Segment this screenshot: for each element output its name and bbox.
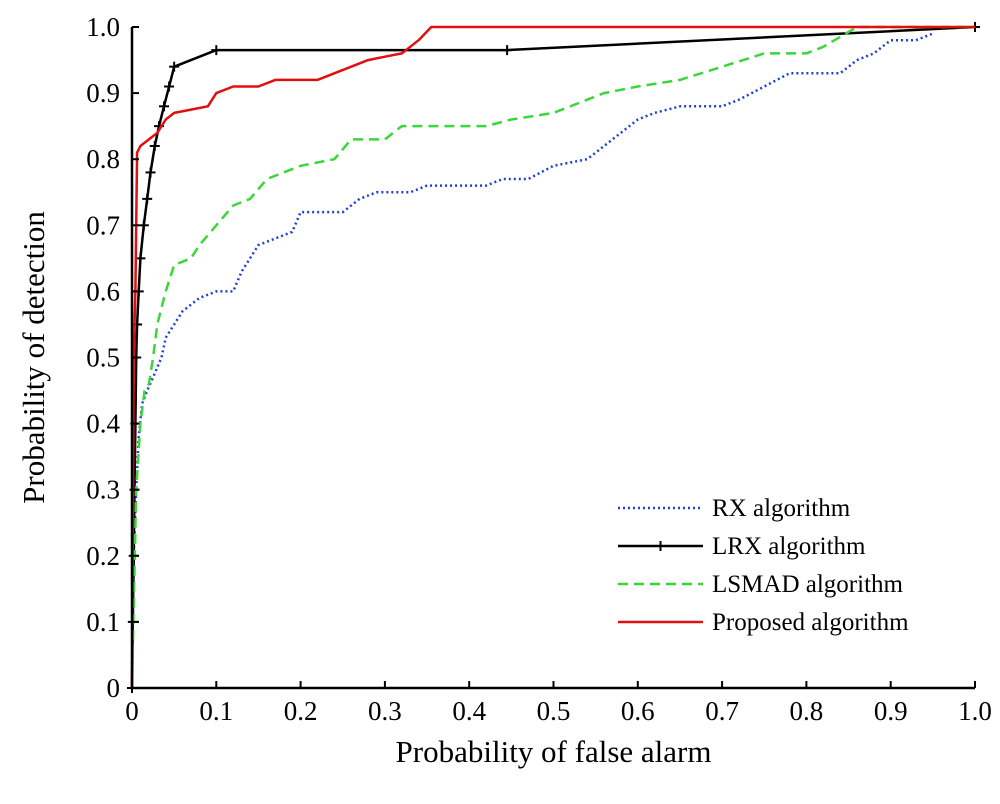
series-marker-1 xyxy=(135,253,146,264)
series-marker-1 xyxy=(164,81,175,92)
series-line-0 xyxy=(130,32,934,689)
y-tick-label: 1.0 xyxy=(86,12,120,42)
y-tick-label: 0.5 xyxy=(86,343,120,373)
series-marker-1 xyxy=(169,61,180,72)
series-marker-1 xyxy=(502,45,513,56)
axes xyxy=(130,26,976,690)
legend: RX algorithm LRX algorithm LSMAD algorithm… xyxy=(618,495,909,636)
x-tick-label: 0 xyxy=(125,696,139,726)
y-tick-label: 0.9 xyxy=(86,78,120,108)
y-tick-label: 0 xyxy=(107,673,121,703)
y-tick-label: 0.6 xyxy=(86,276,120,306)
x-tick-label: 0.7 xyxy=(705,696,739,726)
y-tick-label: 0.4 xyxy=(86,409,120,439)
series-line-2 xyxy=(130,25,975,689)
y-tick-label: 0.2 xyxy=(86,541,120,571)
y-tick-label: 0.8 xyxy=(86,144,120,174)
y-tick-label: 0.1 xyxy=(86,607,120,637)
series-marker-1 xyxy=(145,167,156,178)
tick-labels: 0 0.1 0.2 0.3 0.4 0.5 0.6 0.7 0.8 0.9 1.0 0 0.1 0.2 0.… xyxy=(86,12,992,726)
x-tick-label: 0.2 xyxy=(284,696,318,726)
series-line-3 xyxy=(130,25,975,689)
series-marker-1 xyxy=(149,140,160,151)
x-tick-label: 0.4 xyxy=(452,696,486,726)
x-tick-label: 0.9 xyxy=(874,696,908,726)
plot-area xyxy=(127,22,980,693)
y-axis-title: Probability of detection xyxy=(16,211,51,504)
series-marker-1 xyxy=(159,101,170,112)
series-marker-1 xyxy=(142,193,153,204)
x-tick-label: 0.3 xyxy=(368,696,402,726)
series-marker-1 xyxy=(211,45,222,56)
y-tick-label: 0.7 xyxy=(86,210,120,240)
legend-label-0: RX algorithm xyxy=(712,495,851,522)
x-tick-label: 1.0 xyxy=(958,696,992,726)
x-axis-title: Probability of false alarm xyxy=(396,734,712,769)
x-tick-label: 0.1 xyxy=(199,696,233,726)
legend-label-2: LSMAD algorithm xyxy=(712,571,904,598)
legend-label-1: LRX algorithm xyxy=(712,533,866,560)
legend-label-3: Proposed algorithm xyxy=(712,609,909,636)
y-tick-label: 0.3 xyxy=(86,475,120,505)
x-tick-label: 0.8 xyxy=(790,696,824,726)
series-marker-1 xyxy=(138,220,149,231)
x-tick-label: 0.5 xyxy=(537,696,571,726)
x-tick-label: 0.6 xyxy=(621,696,655,726)
